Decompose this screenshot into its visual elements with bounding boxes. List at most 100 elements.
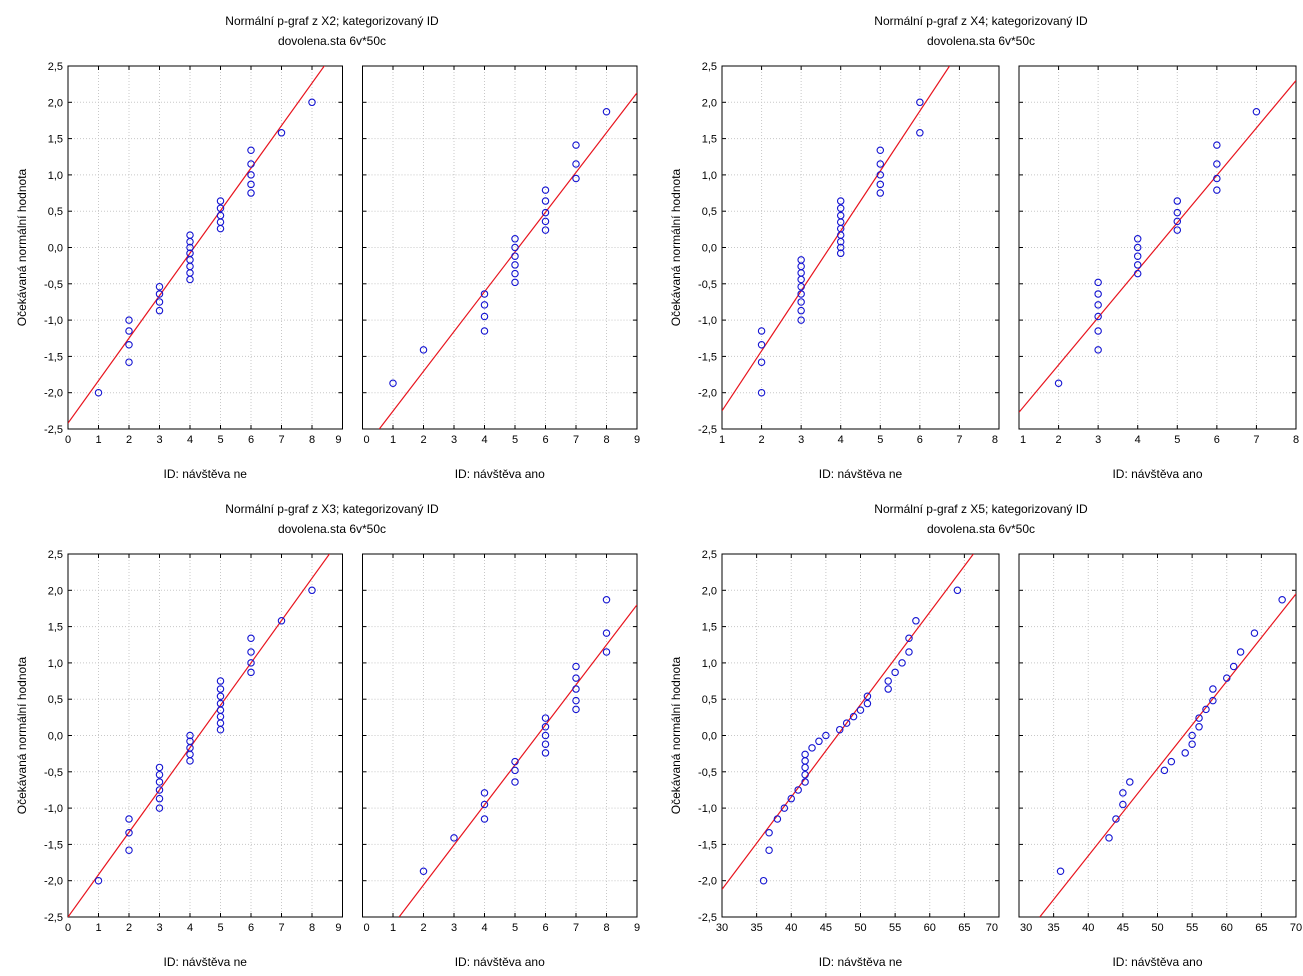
data-point: [155, 298, 164, 306]
data-point: [216, 699, 225, 708]
x-tick-label: 6: [1214, 434, 1220, 446]
data-point: [450, 834, 458, 842]
data-point: [155, 763, 164, 772]
data-point: [773, 815, 782, 823]
data-point: [541, 186, 550, 194]
data-point: [1054, 379, 1063, 388]
data-point: [572, 160, 580, 168]
panel-ano: 0 1 2 3 4 5 6 7 8 9 ID: návštěva ano: [362, 65, 640, 481]
x-tick-label: 2: [1056, 434, 1062, 446]
data-point: [541, 749, 550, 757]
y-tick-label: 2,5: [48, 61, 63, 73]
fit-line: [68, 554, 331, 917]
y-tick-label: 2,0: [702, 97, 717, 109]
x-tick-label: 6: [542, 434, 548, 446]
y-tick-label: -1,0: [698, 315, 717, 327]
data-point: [876, 146, 885, 154]
x-tick-label: 6: [248, 434, 254, 446]
panel-ano: 0 1 2 3 4 5 6 7 8 9 ID: návštěva ano: [362, 553, 640, 969]
x-tick-label: 3: [451, 922, 457, 934]
data-point: [797, 316, 805, 324]
x-tick-label: 1: [390, 922, 396, 934]
data-point: [1188, 731, 1196, 740]
fit-line: [1039, 593, 1296, 917]
x-axis-title: ID: návštěva ne: [819, 467, 903, 481]
y-tick-label: 1,5: [48, 134, 63, 146]
panel-ne: 2,5 2,0 1,5 1,0 0,5 0,0 -0,5 -1,0 -1,5 -2,0 -2,530…: [698, 549, 1000, 969]
data-point: [1119, 800, 1127, 809]
data-point: [511, 261, 519, 269]
y-tick-label: 1,0: [702, 658, 717, 670]
x-tick-label: 7: [573, 434, 579, 446]
data-point: [155, 306, 164, 315]
y-tick-label: -0,5: [698, 767, 717, 779]
x-tick-label: 8: [992, 434, 998, 446]
data-point: [247, 171, 255, 179]
x-tick-label: 7: [278, 434, 284, 446]
y-tick-label: 2,5: [702, 61, 717, 73]
data-point: [480, 327, 489, 335]
data-point: [884, 685, 892, 693]
plot-area: [67, 65, 343, 430]
x-tick-label: 45: [1117, 922, 1129, 934]
x-tick-label: 9: [634, 922, 640, 934]
x-tick-label: 50: [854, 922, 866, 934]
data-point: [1126, 778, 1134, 786]
x-tick-label: 8: [603, 922, 609, 934]
y-tick-label: 0,0: [48, 243, 63, 255]
data-point: [572, 674, 580, 682]
x-tick-label: 5: [217, 922, 223, 934]
data-point: [876, 171, 885, 179]
x-tick-label: 5: [512, 434, 518, 446]
data-point: [216, 692, 225, 701]
data-point: [247, 659, 255, 667]
data-point: [541, 731, 550, 740]
y-tick-label: 2,0: [702, 585, 717, 597]
data-point: [247, 146, 255, 154]
x-tick-label: 0: [65, 922, 71, 934]
data-point: [125, 815, 133, 823]
y-tick-label: 0,5: [48, 694, 63, 706]
data-point: [836, 211, 845, 220]
data-point: [155, 290, 164, 298]
x-axis-title: ID: návštěva ano: [1112, 955, 1202, 969]
data-point: [916, 129, 924, 137]
x-tick-label: 2: [420, 434, 426, 446]
x-tick-label: 65: [958, 922, 970, 934]
data-point: [876, 180, 885, 189]
data-point: [1250, 629, 1259, 637]
data-point: [125, 829, 133, 837]
x-tick-label: 65: [1255, 922, 1267, 934]
data-point: [602, 595, 611, 604]
x-axis-title: ID: návštěva ano: [455, 467, 545, 481]
y-tick-label: -1,0: [698, 803, 717, 815]
x-tick-label: 2: [759, 434, 765, 446]
data-point: [308, 98, 316, 107]
y-tick-label: 1,0: [702, 170, 717, 182]
data-point: [835, 725, 844, 734]
y-tick-label: 2,5: [48, 549, 63, 561]
fit-line: [1019, 80, 1296, 413]
x-tick-label: 40: [1082, 922, 1094, 934]
x-tick-label: 5: [877, 434, 883, 446]
data-point: [125, 327, 133, 335]
data-point: [797, 290, 805, 298]
figure-subtitle: dovolena.sta 6v*50c: [278, 34, 386, 48]
plot-area: [362, 65, 638, 430]
y-tick-label: 2,0: [48, 97, 63, 109]
data-point: [419, 867, 428, 876]
data-point: [787, 794, 795, 803]
y-axis-title: Očekávaná normální hodnota: [669, 168, 683, 326]
data-point: [1202, 705, 1210, 714]
x-tick-label: 3: [1095, 434, 1101, 446]
data-point: [247, 160, 255, 168]
data-point: [797, 306, 805, 315]
y-tick-label: -1,5: [44, 839, 63, 851]
x-tick-label: 35: [1048, 922, 1060, 934]
data-point: [277, 129, 286, 137]
x-axis-title: ID: návštěva ano: [455, 955, 545, 969]
x-tick-label: 7: [956, 434, 962, 446]
data-point: [1195, 723, 1203, 731]
x-tick-label: 4: [481, 922, 487, 934]
data-point: [836, 243, 845, 252]
